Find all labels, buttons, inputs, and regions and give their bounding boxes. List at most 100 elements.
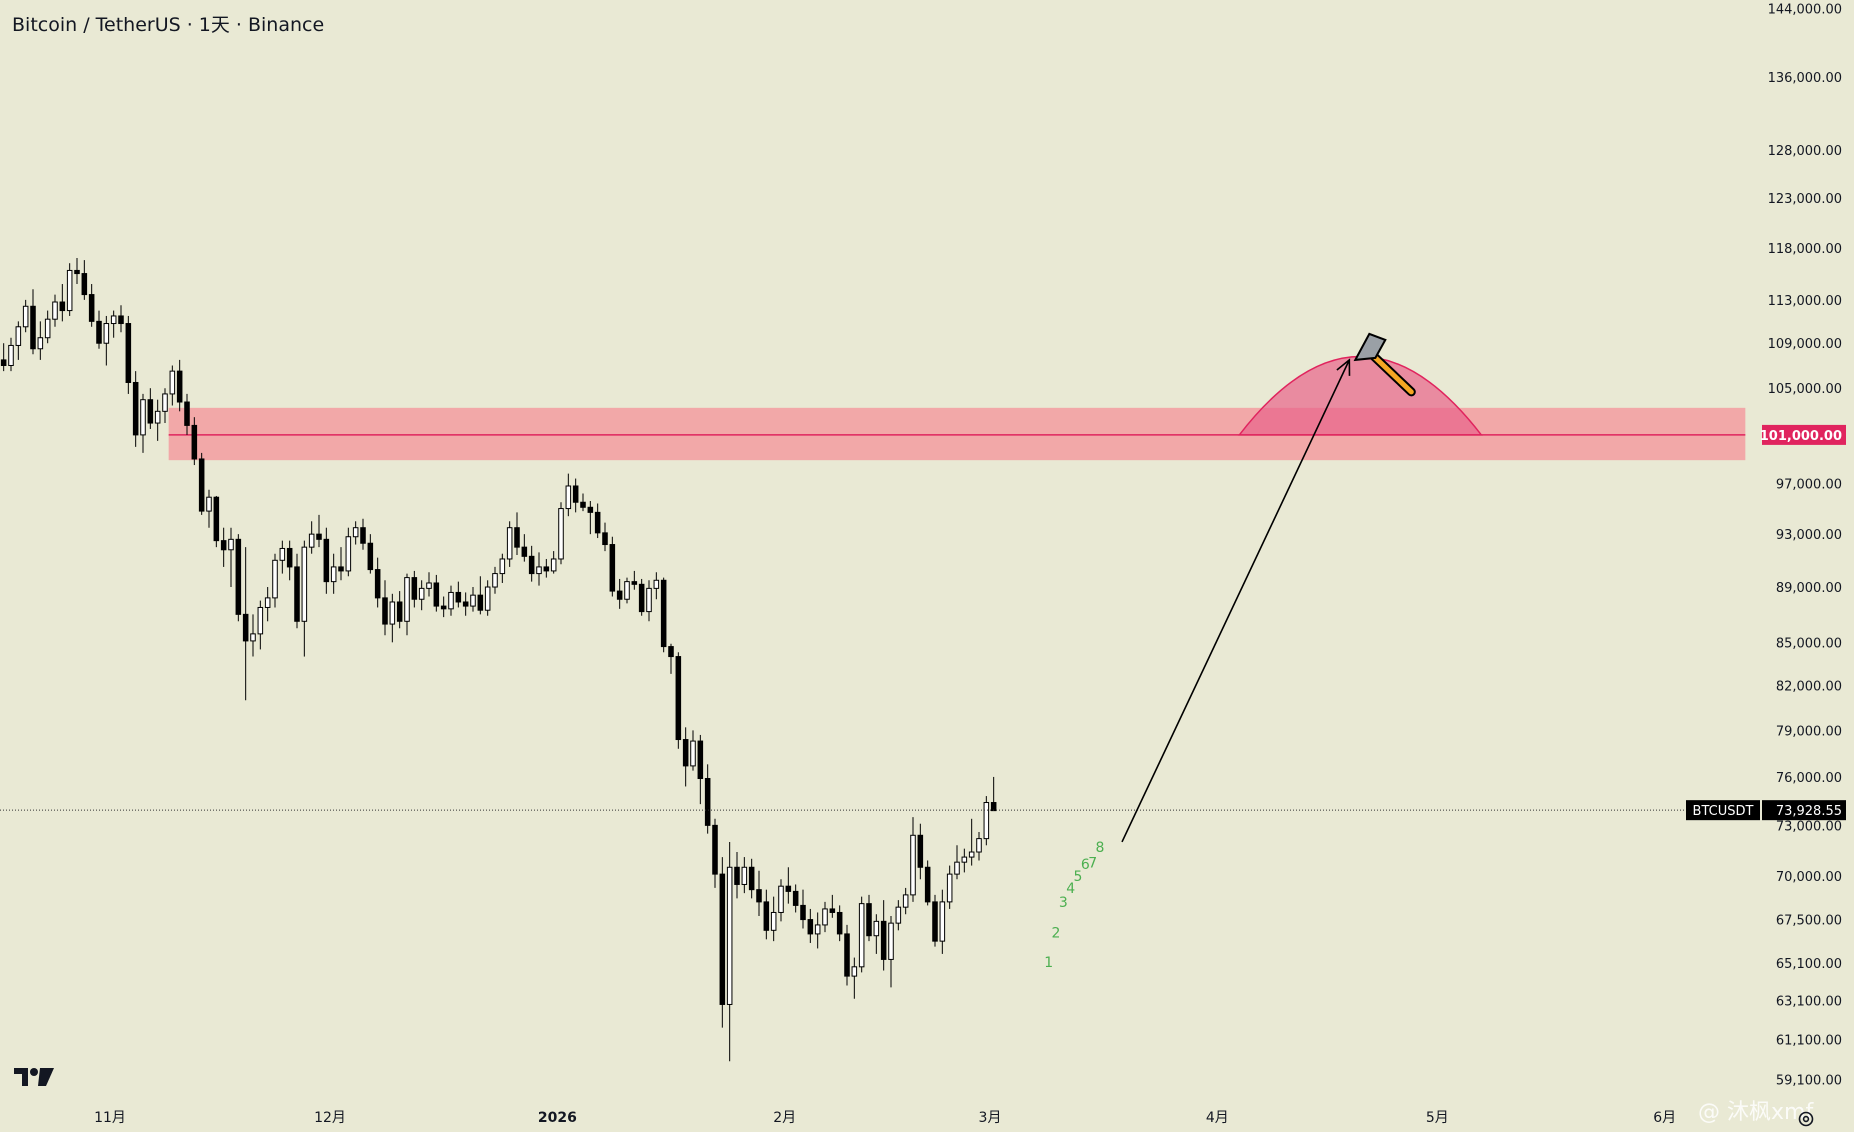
candle[interactable]: [785, 867, 792, 904]
candle[interactable]: [360, 518, 366, 550]
candle[interactable]: [206, 489, 212, 528]
candle[interactable]: [169, 365, 176, 406]
candle[interactable]: [814, 912, 821, 949]
candle[interactable]: [0, 343, 7, 372]
candle[interactable]: [184, 393, 190, 435]
candle[interactable]: [631, 570, 638, 590]
candle[interactable]: [140, 393, 146, 453]
candle[interactable]: [374, 557, 381, 608]
candle[interactable]: [323, 527, 330, 594]
level-price-tag[interactable]: [1762, 424, 1846, 445]
candle[interactable]: [484, 580, 491, 616]
candle[interactable]: [602, 522, 608, 552]
candle[interactable]: [477, 576, 484, 615]
candle[interactable]: [902, 887, 909, 915]
candle[interactable]: [866, 894, 872, 942]
candle[interactable]: [778, 879, 784, 922]
symbol-tag[interactable]: [1686, 800, 1760, 821]
candle[interactable]: [44, 310, 51, 344]
candle[interactable]: [66, 263, 73, 316]
projection-arrow-line[interactable]: [1121, 359, 1351, 843]
settings-icon[interactable]: [1797, 1110, 1815, 1128]
candle[interactable]: [521, 534, 528, 562]
candle[interactable]: [191, 417, 198, 466]
candle[interactable]: [22, 299, 29, 333]
candle[interactable]: [653, 572, 660, 600]
candle[interactable]: [37, 321, 44, 360]
candle[interactable]: [308, 521, 315, 554]
candle[interactable]: [74, 258, 80, 285]
candle[interactable]: [895, 900, 902, 931]
candle[interactable]: [719, 857, 726, 1028]
candle[interactable]: [316, 514, 322, 548]
candle[interactable]: [52, 294, 58, 327]
candle[interactable]: [917, 823, 924, 880]
candle[interactable]: [932, 894, 938, 947]
resistance-zone[interactable]: [168, 407, 1746, 461]
candle[interactable]: [88, 284, 95, 327]
candle[interactable]: [594, 503, 601, 539]
candle[interactable]: [440, 596, 447, 618]
candle[interactable]: [286, 540, 293, 581]
candle[interactable]: [81, 260, 88, 300]
candle[interactable]: [550, 551, 557, 574]
target-dome[interactable]: [1237, 356, 1483, 436]
candle[interactable]: [961, 848, 968, 873]
candle[interactable]: [822, 901, 828, 933]
candle[interactable]: [132, 371, 139, 447]
last-price-tag[interactable]: [1762, 800, 1846, 821]
candle[interactable]: [990, 776, 997, 812]
candle[interactable]: [609, 536, 616, 597]
candle[interactable]: [924, 860, 931, 906]
candle[interactable]: [792, 884, 799, 913]
candle[interactable]: [242, 547, 249, 701]
candle[interactable]: [418, 580, 425, 611]
candle[interactable]: [338, 547, 344, 581]
candle[interactable]: [572, 478, 579, 513]
candle[interactable]: [118, 305, 124, 333]
candle[interactable]: [492, 566, 498, 594]
candle[interactable]: [147, 388, 154, 429]
candle[interactable]: [30, 289, 36, 355]
candle[interactable]: [807, 908, 814, 943]
candle[interactable]: [103, 315, 110, 366]
candle[interactable]: [257, 600, 264, 650]
candle[interactable]: [110, 310, 117, 338]
candle[interactable]: [741, 857, 748, 894]
candle[interactable]: [829, 894, 836, 918]
candle[interactable]: [587, 500, 594, 535]
candle[interactable]: [668, 643, 674, 674]
candle[interactable]: [250, 614, 256, 657]
candle[interactable]: [844, 924, 850, 986]
candle[interactable]: [301, 540, 308, 657]
candle[interactable]: [506, 521, 513, 567]
candle[interactable]: [800, 889, 806, 929]
candle[interactable]: [873, 914, 880, 954]
candle[interactable]: [690, 730, 696, 771]
candle[interactable]: [734, 852, 740, 899]
candle[interactable]: [682, 727, 689, 787]
candle[interactable]: [939, 889, 946, 954]
candle[interactable]: [228, 527, 234, 588]
candle[interactable]: [954, 845, 960, 880]
candle[interactable]: [536, 552, 542, 586]
candle[interactable]: [389, 593, 396, 643]
candle[interactable]: [638, 578, 645, 616]
candle[interactable]: [198, 452, 205, 515]
candle[interactable]: [968, 818, 975, 866]
candle[interactable]: [330, 553, 337, 594]
candle[interactable]: [404, 573, 410, 636]
candle[interactable]: [748, 858, 755, 899]
candle[interactable]: [213, 495, 220, 548]
candle[interactable]: [646, 580, 652, 622]
candle[interactable]: [235, 534, 242, 622]
candle[interactable]: [382, 580, 388, 636]
candle[interactable]: [880, 900, 887, 971]
tradingview-logo-icon[interactable]: [14, 1066, 54, 1088]
candle[interactable]: [976, 831, 982, 861]
candle[interactable]: [756, 870, 762, 917]
candle[interactable]: [367, 534, 374, 574]
candle[interactable]: [558, 502, 564, 565]
candle[interactable]: [433, 574, 440, 612]
